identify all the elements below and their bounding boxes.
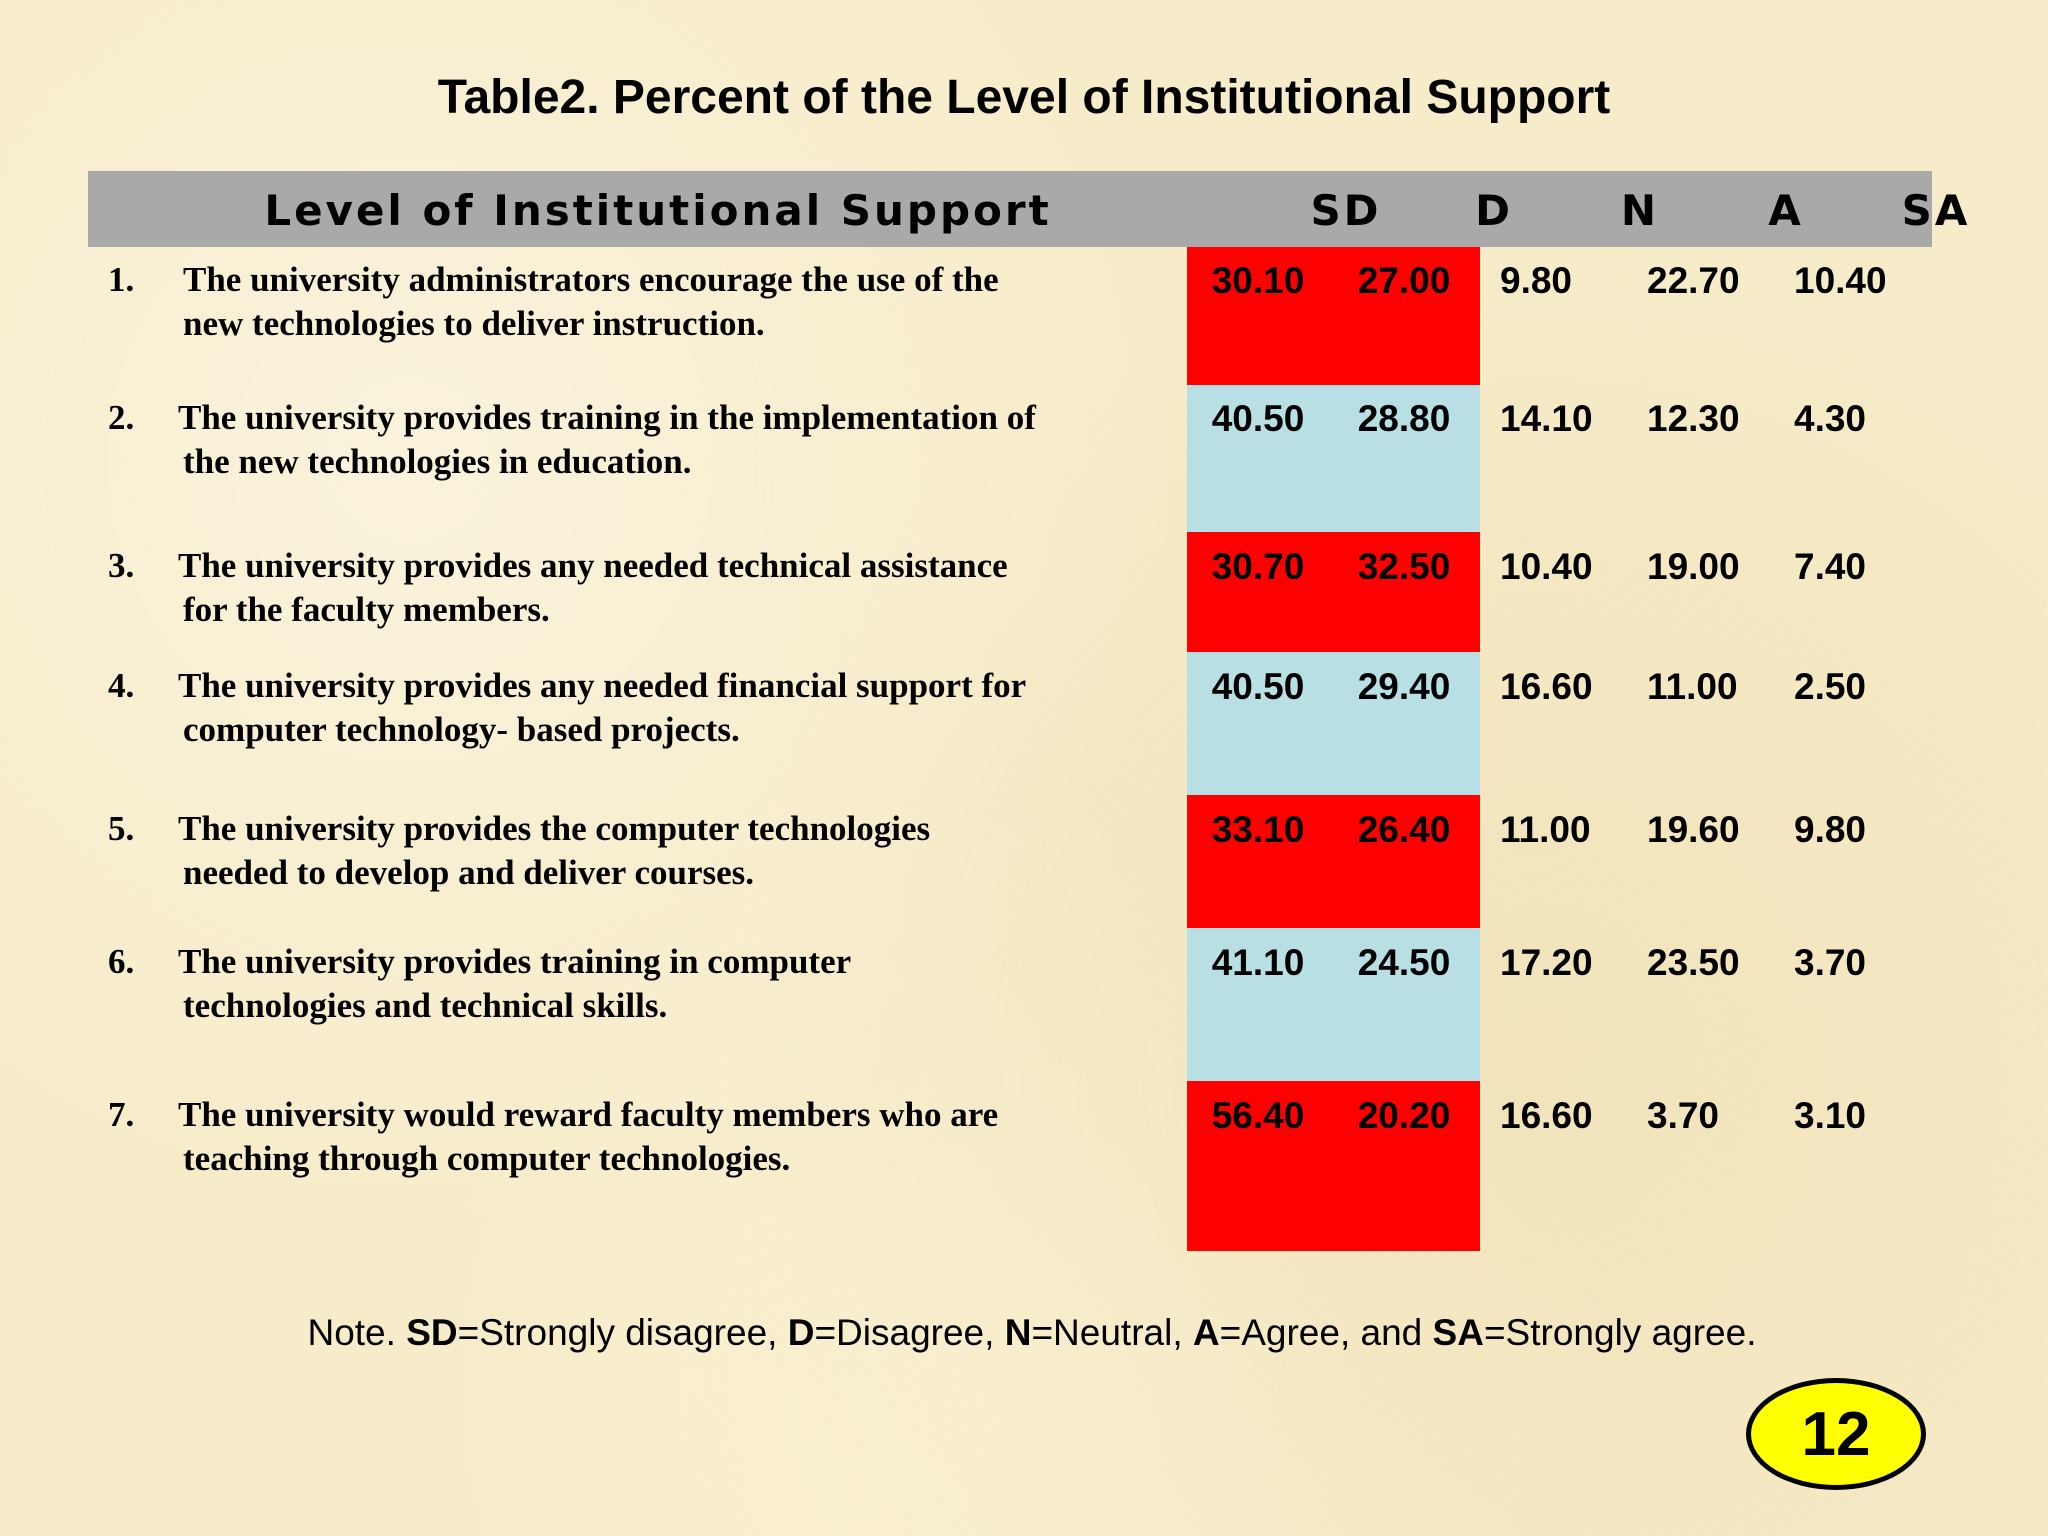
- row-statement: The university would reward faculty memb…: [178, 1093, 1168, 1181]
- cell-d: 24.50: [1357, 942, 1451, 983]
- cell-sa: 9.80: [1794, 809, 1867, 850]
- cell-sd: 40.50: [1211, 398, 1305, 439]
- row-statement: The university provides any needed techn…: [178, 544, 1168, 632]
- cell-sd: 40.50: [1211, 666, 1305, 707]
- cell-sd: 56.40: [1211, 1095, 1305, 1136]
- cell-sa: 10.40: [1794, 260, 1887, 301]
- cell-sd: 33.10: [1211, 809, 1305, 850]
- cell-d: 32.50: [1357, 546, 1451, 587]
- header-col-n: N: [1620, 186, 1660, 235]
- statement-line: The university provides any needed finan…: [178, 666, 1027, 705]
- cell-sd: 41.10: [1211, 942, 1305, 983]
- slide-title: Table2. Percent of the Level of Institut…: [437, 71, 1611, 124]
- note-text: =Strongly agree.: [1483, 1312, 1757, 1353]
- note-text: =Strongly disagree,: [457, 1312, 788, 1353]
- row-band-4: [1187, 652, 1480, 795]
- cell-a: 22.70: [1647, 260, 1740, 301]
- note-text: =Disagree,: [814, 1312, 1005, 1353]
- cell-d: 28.80: [1357, 398, 1451, 439]
- row-statement: The university provides the computer tec…: [178, 807, 1168, 895]
- note-abbr: A: [1192, 1312, 1220, 1353]
- statement-line: The university provides training in comp…: [178, 942, 852, 981]
- row-band-6: [1187, 928, 1480, 1081]
- row-band-1: [1187, 247, 1480, 385]
- row-band-7: [1187, 1081, 1480, 1251]
- cell-n: 16.60: [1500, 1095, 1593, 1136]
- note-abbr: SA: [1432, 1312, 1484, 1353]
- table-note: Note. SD=Strongly disagree, D=Disagree, …: [0, 1312, 2048, 1354]
- cell-sd: 30.10: [1211, 260, 1305, 301]
- row-band-2: [1187, 385, 1480, 532]
- cell-a: 12.30: [1647, 398, 1740, 439]
- cell-d: 27.00: [1357, 260, 1451, 301]
- cell-d: 20.20: [1357, 1095, 1451, 1136]
- note-text: =Neutral,: [1031, 1312, 1193, 1353]
- row-statement: The university administrators encourage …: [183, 258, 1173, 346]
- note-abbr: N: [1004, 1312, 1032, 1353]
- statement-line: computer technology- based projects.: [183, 710, 740, 749]
- cell-a: 19.00: [1647, 546, 1740, 587]
- cell-a: 23.50: [1647, 942, 1740, 983]
- statement-line: needed to develop and deliver courses.: [183, 853, 755, 892]
- cell-sd: 30.70: [1211, 546, 1305, 587]
- header-col-sa: SA: [1901, 186, 1971, 235]
- table-header: Level of Institutional Support SD D N A …: [88, 171, 1967, 247]
- header-col-a: A: [1768, 186, 1804, 235]
- row-number: 2.: [108, 398, 135, 437]
- row-number: 3.: [108, 546, 135, 585]
- statement-line: The university provides the computer tec…: [178, 809, 931, 848]
- statement-line: The university provides training in the …: [178, 398, 1036, 437]
- cell-n: 10.40: [1500, 546, 1593, 587]
- note-prefix: Note.: [307, 1312, 407, 1353]
- cell-a: 19.60: [1647, 809, 1740, 850]
- statement-line: new technologies to deliver instruction.: [183, 304, 765, 343]
- cell-n: 16.60: [1500, 666, 1593, 707]
- row-number: 1.: [108, 260, 135, 299]
- cell-sa: 3.70: [1794, 942, 1867, 983]
- row-number: 5.: [108, 809, 135, 848]
- cell-n: 11.00: [1500, 809, 1591, 850]
- cell-sa: 3.10: [1794, 1095, 1867, 1136]
- statement-line: The university administrators encourage …: [183, 260, 999, 299]
- cell-sa: 4.30: [1794, 398, 1867, 439]
- row-band-5: [1187, 795, 1480, 928]
- header-col-sd: SD: [1310, 186, 1382, 235]
- statement-line: The university provides any needed techn…: [178, 546, 1008, 585]
- cell-a: 11.00: [1647, 666, 1738, 707]
- cell-a: 3.70: [1647, 1095, 1720, 1136]
- row-statement: The university provides training in the …: [178, 396, 1168, 484]
- statement-line: technologies and technical skills.: [183, 986, 668, 1025]
- statement-line: teaching through computer technologies.: [183, 1139, 791, 1178]
- cell-sa: 2.50: [1794, 666, 1867, 707]
- note-abbr: SD: [406, 1312, 458, 1353]
- row-number: 7.: [108, 1095, 135, 1134]
- note-text: =Agree, and: [1219, 1312, 1433, 1353]
- row-band-3: [1187, 532, 1480, 652]
- row-number: 4.: [108, 666, 135, 705]
- page-number-badge: 12: [1746, 1378, 1926, 1490]
- cell-d: 29.40: [1357, 666, 1451, 707]
- statement-line: The university would reward faculty memb…: [178, 1095, 999, 1134]
- cell-d: 26.40: [1357, 809, 1451, 850]
- header-label: Level of Institutional Support: [264, 186, 1052, 235]
- cell-n: 17.20: [1500, 942, 1593, 983]
- header-col-d: D: [1475, 186, 1513, 235]
- row-statement: The university provides training in comp…: [178, 940, 1168, 1028]
- statement-line: for the faculty members.: [183, 590, 550, 629]
- row-statement: The university provides any needed finan…: [178, 664, 1168, 752]
- cell-sa: 7.40: [1794, 546, 1867, 587]
- row-number: 6.: [108, 942, 135, 981]
- cell-n: 9.80: [1500, 260, 1573, 301]
- cell-n: 14.10: [1500, 398, 1593, 439]
- note-abbr: D: [787, 1312, 815, 1353]
- statement-line: the new technologies in education.: [183, 442, 692, 481]
